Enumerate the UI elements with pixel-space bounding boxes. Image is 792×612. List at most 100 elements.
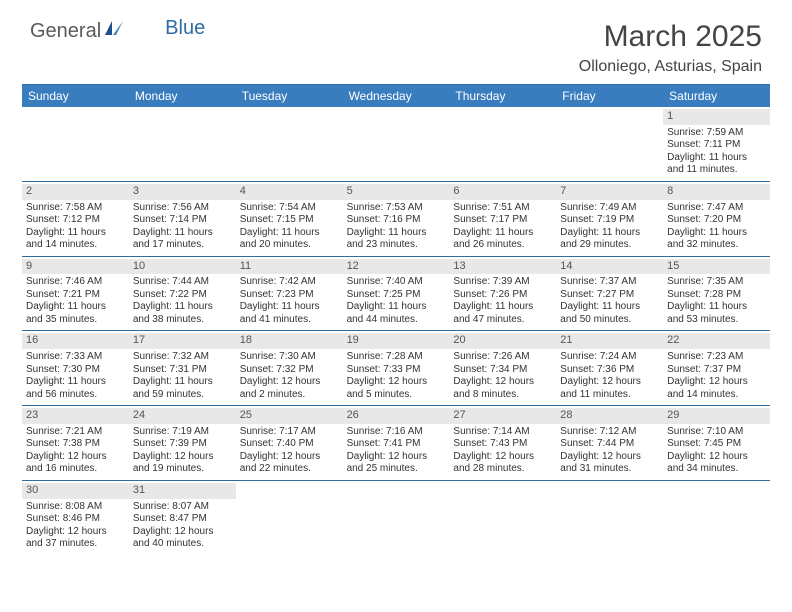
sunset-text: Sunset: 7:26 PM [453, 289, 552, 302]
daylight-text: Daylight: 12 hours [133, 451, 232, 464]
daylight-text: Daylight: 11 hours [133, 301, 232, 314]
day-cell: 1Sunrise: 7:59 AMSunset: 7:11 PMDaylight… [663, 107, 770, 181]
daylight-text: and 14 minutes. [667, 389, 766, 402]
sunrise-text: Sunrise: 7:59 AM [667, 127, 766, 140]
daylight-text: and 31 minutes. [560, 463, 659, 476]
week-row: 2 Sunrise: 7:58 AMSunset: 7:12 PM Daylight… [22, 182, 770, 257]
day-header-tuesday: Tuesday [236, 85, 343, 107]
daylight-text: and 53 minutes. [667, 314, 766, 327]
sunset-text: Sunset: 7:30 PM [26, 364, 125, 377]
daylight-text: Daylight: 11 hours [667, 152, 766, 165]
day-number: 8 [663, 184, 770, 200]
week-row: 9Sunrise: 7:46 AMSunset: 7:21 PMDaylight… [22, 257, 770, 332]
daylight-text: and 26 minutes. [453, 239, 552, 252]
daylight-text: Daylight: 11 hours [133, 376, 232, 389]
day-cell: 31Sunrise: 8:07 AMSunset: 8:47 PMDayligh… [129, 481, 236, 555]
sunset-text: Sunset: 7:15 PM [240, 214, 339, 227]
day-cell: 26Sunrise: 7:16 AMSunset: 7:41 PMDayligh… [343, 406, 450, 480]
empty-cell: . [556, 107, 663, 181]
sunrise-text: Sunrise: 7:17 AM [240, 426, 339, 439]
sunset-text: Sunset: 7:38 PM [26, 438, 125, 451]
sunrise-text: Sunrise: 7:58 AM [26, 202, 125, 215]
day-cell: 29Sunrise: 7:10 AMSunset: 7:45 PMDayligh… [663, 406, 770, 480]
day-number: 20 [449, 333, 556, 349]
empty-cell: . [129, 107, 236, 181]
sunset-text: Sunset: 7:34 PM [453, 364, 552, 377]
day-cell: 30Sunrise: 8:08 AMSunset: 8:46 PMDayligh… [22, 481, 129, 555]
day-cell: 13Sunrise: 7:39 AMSunset: 7:26 PMDayligh… [449, 257, 556, 331]
day-cell: 25Sunrise: 7:17 AMSunset: 7:40 PMDayligh… [236, 406, 343, 480]
daylight-text: and 2 minutes. [240, 389, 339, 402]
day-cell: 18Sunrise: 7:30 AMSunset: 7:32 PMDayligh… [236, 331, 343, 405]
daylight-text: and 34 minutes. [667, 463, 766, 476]
daylight-text: Daylight: 11 hours [347, 227, 446, 240]
logo-text-general: General [30, 20, 101, 43]
sunset-text: Sunset: 7:22 PM [133, 289, 232, 302]
daylight-text: Daylight: 11 hours [347, 301, 446, 314]
sunset-text: Sunset: 7:11 PM [667, 139, 766, 152]
sunset-text: Sunset: 7:45 PM [667, 438, 766, 451]
sunrise-text: Sunrise: 7:28 AM [347, 351, 446, 364]
day-number: 18 [236, 333, 343, 349]
flag-icon [105, 20, 127, 43]
day-number: 4 [236, 184, 343, 200]
sunrise-text: Sunrise: 7:56 AM [133, 202, 232, 215]
sunset-text: Sunset: 7:19 PM [560, 214, 659, 227]
sunset-text: Sunset: 7:12 PM [26, 214, 125, 227]
empty-cell: . [236, 481, 343, 555]
day-header-saturday: Saturday [663, 85, 770, 107]
sunset-text: Sunset: 7:43 PM [453, 438, 552, 451]
daylight-text: Daylight: 11 hours [667, 227, 766, 240]
empty-cell: . [663, 481, 770, 555]
day-number: 13 [449, 259, 556, 275]
empty-cell: . [343, 107, 450, 181]
daylight-text: Daylight: 12 hours [667, 376, 766, 389]
calendar: SundayMondayTuesdayWednesdayThursdayFrid… [22, 84, 770, 555]
daylight-text: and 29 minutes. [560, 239, 659, 252]
day-number: 16 [22, 333, 129, 349]
sunset-text: Sunset: 7:44 PM [560, 438, 659, 451]
daylight-text: Daylight: 11 hours [667, 301, 766, 314]
sunrise-text: Sunrise: 7:32 AM [133, 351, 232, 364]
daylight-text: and 41 minutes. [240, 314, 339, 327]
daylight-text: and 20 minutes. [240, 239, 339, 252]
daylight-text: and 47 minutes. [453, 314, 552, 327]
day-number: 24 [129, 408, 236, 424]
daylight-text: and 11 minutes. [667, 164, 766, 177]
day-number: 11 [236, 259, 343, 275]
sunset-text: Sunset: 7:36 PM [560, 364, 659, 377]
sunrise-text: Sunrise: 7:16 AM [347, 426, 446, 439]
day-header-row: SundayMondayTuesdayWednesdayThursdayFrid… [22, 85, 770, 107]
day-header-monday: Monday [129, 85, 236, 107]
daylight-text: Daylight: 11 hours [560, 227, 659, 240]
daylight-text: and 17 minutes. [133, 239, 232, 252]
daylight-text: and 19 minutes. [133, 463, 232, 476]
daylight-text: Daylight: 11 hours [453, 227, 552, 240]
sunrise-text: Sunrise: 7:10 AM [667, 426, 766, 439]
sunrise-text: Sunrise: 7:40 AM [347, 276, 446, 289]
sunrise-text: Sunrise: 7:14 AM [453, 426, 552, 439]
daylight-text: Daylight: 12 hours [560, 376, 659, 389]
sunset-text: Sunset: 7:27 PM [560, 289, 659, 302]
day-cell: 17Sunrise: 7:32 AMSunset: 7:31 PMDayligh… [129, 331, 236, 405]
daylight-text: Daylight: 12 hours [453, 451, 552, 464]
daylight-text: and 38 minutes. [133, 314, 232, 327]
sunrise-text: Sunrise: 7:12 AM [560, 426, 659, 439]
daylight-text: and 28 minutes. [453, 463, 552, 476]
day-number: 14 [556, 259, 663, 275]
daylight-text: Daylight: 12 hours [453, 376, 552, 389]
daylight-text: Daylight: 11 hours [453, 301, 552, 314]
daylight-text: Daylight: 12 hours [240, 376, 339, 389]
day-number: 12 [343, 259, 450, 275]
header: General Blue March 2025 Olloniego, Astur… [0, 0, 792, 84]
day-cell: 21Sunrise: 7:24 AMSunset: 7:36 PMDayligh… [556, 331, 663, 405]
day-cell: 16Sunrise: 7:33 AMSunset: 7:30 PMDayligh… [22, 331, 129, 405]
day-number: 2 [22, 184, 129, 200]
daylight-text: Daylight: 11 hours [560, 301, 659, 314]
sunset-text: Sunset: 7:16 PM [347, 214, 446, 227]
daylight-text: Daylight: 11 hours [240, 227, 339, 240]
daylight-text: and 32 minutes. [667, 239, 766, 252]
sunrise-text: Sunrise: 8:07 AM [133, 501, 232, 514]
empty-cell: . [22, 107, 129, 181]
sunrise-text: Sunrise: 7:46 AM [26, 276, 125, 289]
